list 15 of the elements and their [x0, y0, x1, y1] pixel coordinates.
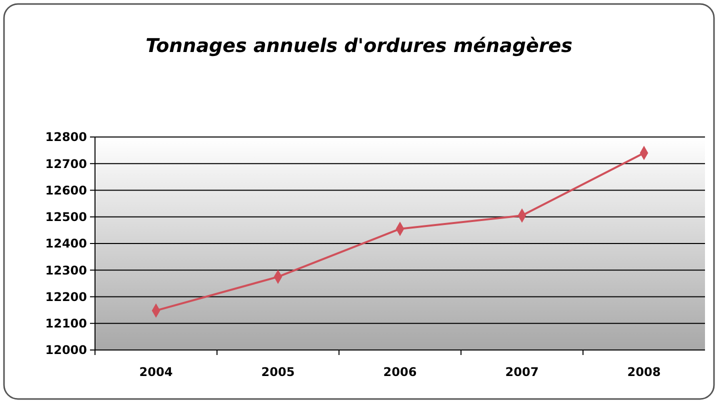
y-tick-label: 12300 — [45, 263, 87, 278]
y-tick-label: 12700 — [45, 156, 87, 171]
x-tick-label: 2007 — [505, 365, 539, 379]
x-tick-label: 2008 — [627, 365, 661, 379]
chart-title: Tonnages annuels d'ordures ménagères — [146, 35, 572, 57]
x-tick-label: 2005 — [261, 365, 295, 379]
y-tick-label: 12100 — [45, 316, 87, 331]
y-tick-label: 12000 — [45, 343, 87, 358]
y-tick-label: 12400 — [45, 236, 87, 251]
x-tick-label: 2006 — [383, 365, 417, 379]
x-tick-label: 2004 — [139, 365, 173, 379]
y-tick-label: 12600 — [45, 183, 87, 198]
y-tick-label: 12800 — [45, 130, 87, 144]
y-tick-label: 12200 — [45, 290, 87, 304]
y-tick-label: 12500 — [45, 210, 87, 224]
